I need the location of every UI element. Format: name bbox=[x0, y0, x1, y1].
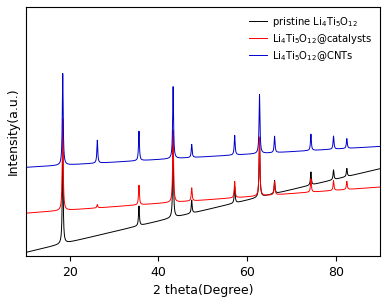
Y-axis label: Intensity(a.u.): Intensity(a.u.) bbox=[7, 88, 20, 175]
Li$_4$Ti$_5$O$_{12}$@CNTs bbox=[210, 154, 214, 158]
pristine Li$_4$Ti$_5$O$_{12}$ bbox=[23, 251, 28, 254]
Li$_4$Ti$_5$O$_{12}$@catalysts bbox=[378, 185, 382, 189]
Li$_4$Ti$_5$O$_{12}$@catalysts bbox=[42, 210, 46, 214]
Li$_4$Ti$_5$O$_{12}$@CNTs bbox=[23, 166, 28, 169]
Line: Li$_4$Ti$_5$O$_{12}$@CNTs: Li$_4$Ti$_5$O$_{12}$@CNTs bbox=[26, 74, 380, 168]
X-axis label: 2 theta(Degree): 2 theta(Degree) bbox=[152, 284, 253, 297]
pristine Li$_4$Ti$_5$O$_{12}$ bbox=[115, 229, 120, 233]
pristine Li$_4$Ti$_5$O$_{12}$ bbox=[76, 238, 80, 242]
Line: pristine Li$_4$Ti$_5$O$_{12}$: pristine Li$_4$Ti$_5$O$_{12}$ bbox=[26, 138, 380, 253]
Li$_4$Ti$_5$O$_{12}$@CNTs bbox=[76, 162, 80, 166]
Li$_4$Ti$_5$O$_{12}$@catalysts bbox=[239, 195, 243, 199]
pristine Li$_4$Ti$_5$O$_{12}$ bbox=[210, 206, 214, 210]
Li$_4$Ti$_5$O$_{12}$@catalysts bbox=[210, 198, 214, 201]
Li$_4$Ti$_5$O$_{12}$@CNTs bbox=[205, 155, 209, 158]
Li$_4$Ti$_5$O$_{12}$@catalysts bbox=[205, 198, 209, 202]
Li$_4$Ti$_5$O$_{12}$@CNTs bbox=[60, 72, 65, 75]
Li$_4$Ti$_5$O$_{12}$@catalysts bbox=[76, 207, 80, 211]
Li$_4$Ti$_5$O$_{12}$@CNTs bbox=[42, 164, 46, 168]
pristine Li$_4$Ti$_5$O$_{12}$ bbox=[205, 208, 209, 211]
Li$_4$Ti$_5$O$_{12}$@CNTs bbox=[378, 145, 382, 148]
pristine Li$_4$Ti$_5$O$_{12}$ bbox=[239, 199, 243, 203]
Li$_4$Ti$_5$O$_{12}$@CNTs bbox=[239, 153, 243, 156]
pristine Li$_4$Ti$_5$O$_{12}$ bbox=[257, 136, 262, 140]
Li$_4$Ti$_5$O$_{12}$@catalysts bbox=[60, 117, 65, 121]
pristine Li$_4$Ti$_5$O$_{12}$ bbox=[378, 167, 382, 171]
Line: Li$_4$Ti$_5$O$_{12}$@catalysts: Li$_4$Ti$_5$O$_{12}$@catalysts bbox=[26, 119, 380, 213]
Li$_4$Ti$_5$O$_{12}$@CNTs bbox=[115, 160, 120, 164]
pristine Li$_4$Ti$_5$O$_{12}$ bbox=[42, 246, 46, 250]
Li$_4$Ti$_5$O$_{12}$@catalysts bbox=[115, 205, 120, 208]
Li$_4$Ti$_5$O$_{12}$@catalysts bbox=[23, 211, 28, 215]
Legend: pristine Li$_4$Ti$_5$O$_{12}$, Li$_4$Ti$_5$O$_{12}$@catalysts, Li$_4$Ti$_5$O$_{1: pristine Li$_4$Ti$_5$O$_{12}$, Li$_4$Ti$… bbox=[246, 12, 375, 66]
